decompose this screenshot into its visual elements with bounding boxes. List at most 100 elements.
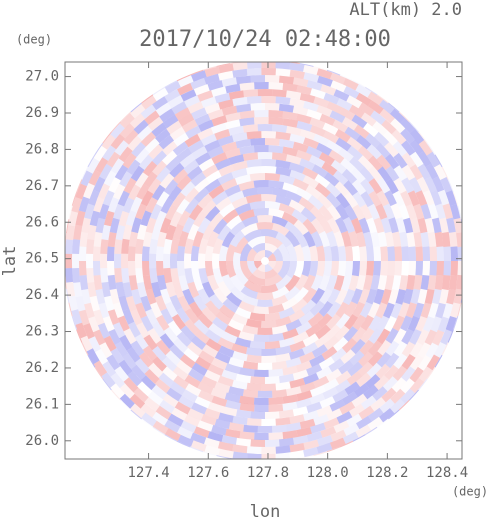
- radar-cell: [313, 414, 330, 426]
- radar-cell: [359, 246, 367, 261]
- radar-cell: [151, 122, 167, 138]
- radar-cell: [367, 165, 383, 182]
- radar-cell: [329, 399, 346, 412]
- radar-cell: [335, 129, 351, 143]
- radar-cell: [93, 176, 106, 193]
- radar-cell: [238, 300, 255, 313]
- radar-cell: [162, 366, 178, 381]
- radar-cell: [275, 159, 291, 170]
- radar-cell: [205, 338, 222, 352]
- radar-cell: [303, 137, 319, 150]
- radar-cell: [403, 217, 414, 234]
- radar-cell: [434, 154, 443, 168]
- radar-cell: [394, 246, 402, 261]
- radar-cell: [372, 121, 388, 136]
- radar-cell: [258, 60, 272, 61]
- radar-cell: [185, 125, 202, 139]
- radar-cell: [377, 275, 388, 291]
- radar-cell: [401, 341, 416, 358]
- radar-cell: [285, 190, 302, 203]
- radar-cell: [200, 375, 217, 389]
- radar-cell: [374, 375, 390, 391]
- radar-cell: [233, 252, 241, 270]
- radar-cell: [136, 183, 150, 200]
- radar-cell: [288, 199, 305, 213]
- radar-cell: [258, 461, 272, 462]
- radar-cell: [432, 176, 445, 193]
- y-tick-label: 26.8: [25, 141, 59, 157]
- radar-cell: [306, 431, 323, 442]
- radar-cell: [446, 217, 456, 233]
- radar-cell: [356, 372, 372, 388]
- radar-cell: [172, 141, 189, 156]
- radar-cell: [240, 286, 258, 299]
- radar-cell: [271, 215, 288, 228]
- radar-cell: [356, 231, 366, 248]
- radar-cell: [140, 210, 152, 227]
- radar-cell: [268, 396, 284, 405]
- radar-cell: [278, 306, 295, 319]
- radar-cell: [272, 389, 288, 398]
- radar-cell: [309, 261, 318, 277]
- radar-cell: [313, 133, 330, 147]
- radar-cell: [191, 107, 207, 120]
- radar-cell: [148, 253, 157, 269]
- radar-cell: [261, 95, 276, 104]
- radar-cell: [176, 440, 191, 448]
- radar-cell: [218, 345, 235, 358]
- radar-cell: [219, 304, 235, 319]
- radar-cell: [356, 134, 372, 150]
- radar-cell: [232, 451, 248, 459]
- radar-cell: [204, 73, 220, 85]
- radar-cell: [441, 275, 451, 291]
- radar-cell: [253, 305, 269, 315]
- radar-cell: [224, 363, 241, 375]
- radar-cell: [385, 165, 400, 182]
- radar-cell: [357, 145, 374, 161]
- radar-cell: [393, 353, 408, 370]
- radar-cell: [102, 190, 115, 206]
- radar-cell: [161, 356, 178, 372]
- radar-cell: [380, 246, 388, 261]
- radar-cell: [217, 172, 234, 185]
- radar-cell: [343, 180, 358, 196]
- radar-cell: [380, 288, 392, 305]
- radar-cell: [226, 292, 242, 307]
- radar-cell: [286, 125, 302, 136]
- radar-cell: [152, 150, 167, 166]
- radar-cell: [130, 409, 142, 420]
- radar-cell: [243, 89, 258, 98]
- radar-cell: [204, 408, 221, 420]
- radar-cell: [130, 309, 143, 326]
- radar-cell: [169, 126, 186, 141]
- radar-cell: [272, 124, 288, 133]
- radar-cell: [78, 309, 90, 326]
- radar-cell: [301, 245, 311, 261]
- radar-cell: [326, 230, 338, 248]
- radar-cell: [119, 393, 135, 409]
- radar-cell: [188, 301, 203, 318]
- radar-cell: [303, 439, 320, 450]
- radar-cell: [140, 315, 154, 332]
- radar-cell: [320, 426, 337, 438]
- radar-cell: [363, 274, 373, 291]
- radar-cell: [163, 267, 173, 284]
- radar-cell: [395, 289, 406, 305]
- radar-cell: [178, 275, 189, 292]
- radar-cell: [152, 96, 168, 111]
- radar-cell: [250, 439, 265, 447]
- radar-cell: [342, 431, 359, 444]
- radar-cell: [430, 189, 442, 206]
- radar-cell: [279, 174, 296, 185]
- radar-cell: [398, 399, 410, 411]
- radar-cell: [129, 393, 146, 409]
- radar-cell: [125, 295, 137, 312]
- radar-cell: [339, 107, 356, 121]
- radar-cell: [177, 210, 191, 227]
- radar-cell: [94, 157, 109, 174]
- radar-cell: [285, 230, 301, 248]
- radar-cell: [352, 191, 367, 208]
- radar-cell: [349, 156, 365, 172]
- radar-cell: [92, 261, 101, 276]
- radar-cell: [149, 268, 158, 284]
